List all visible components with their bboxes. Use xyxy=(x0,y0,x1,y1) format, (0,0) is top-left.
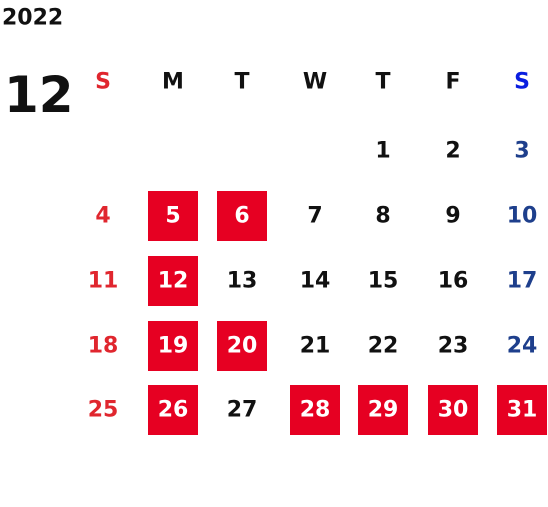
day-number: 8 xyxy=(375,204,390,229)
day-number: 10 xyxy=(507,204,538,229)
day-number: 15 xyxy=(368,269,399,294)
highlight-box xyxy=(148,321,198,371)
highlight-box xyxy=(217,191,267,241)
day-number: 17 xyxy=(507,269,538,294)
day-number: 24 xyxy=(507,334,538,359)
day-number: 25 xyxy=(88,398,119,423)
day-number: 30 xyxy=(438,398,469,423)
weekday-label: W xyxy=(303,70,327,95)
day-number: 18 xyxy=(88,334,119,359)
day-number: 14 xyxy=(300,269,331,294)
day-number: 13 xyxy=(227,269,258,294)
weekday-label: M xyxy=(162,70,184,95)
day-number: 26 xyxy=(158,398,189,423)
highlight-box xyxy=(358,385,408,435)
day-number: 31 xyxy=(507,398,538,423)
day-number: 7 xyxy=(307,204,322,229)
day-number: 11 xyxy=(88,269,119,294)
weekday-label: T xyxy=(375,70,390,95)
highlight-box xyxy=(217,321,267,371)
highlight-box xyxy=(148,256,198,306)
highlight-box xyxy=(428,385,478,435)
day-number: 16 xyxy=(438,269,469,294)
day-number: 9 xyxy=(445,204,460,229)
day-number: 22 xyxy=(368,334,399,359)
weekday-label: F xyxy=(445,70,460,95)
day-number: 2 xyxy=(445,139,460,164)
highlight-box xyxy=(148,385,198,435)
day-number: 29 xyxy=(368,398,399,423)
year: 2022 xyxy=(2,6,63,31)
day-number: 4 xyxy=(95,204,110,229)
month: 12 xyxy=(4,66,74,124)
day-number: 3 xyxy=(514,139,529,164)
day-number: 19 xyxy=(158,334,189,359)
weekday-label: S xyxy=(514,70,530,95)
day-number: 23 xyxy=(438,334,469,359)
day-number: 1 xyxy=(375,139,390,164)
weekday-label: T xyxy=(234,70,249,95)
day-number: 27 xyxy=(227,398,258,423)
highlight-box xyxy=(290,385,340,435)
day-number: 12 xyxy=(158,269,189,294)
day-number: 28 xyxy=(300,398,331,423)
weekday-label: S xyxy=(95,70,111,95)
highlight-box xyxy=(497,385,547,435)
day-number: 5 xyxy=(165,204,180,229)
day-number: 20 xyxy=(227,334,258,359)
day-number: 21 xyxy=(300,334,331,359)
highlight-box xyxy=(148,191,198,241)
day-number: 6 xyxy=(234,204,249,229)
